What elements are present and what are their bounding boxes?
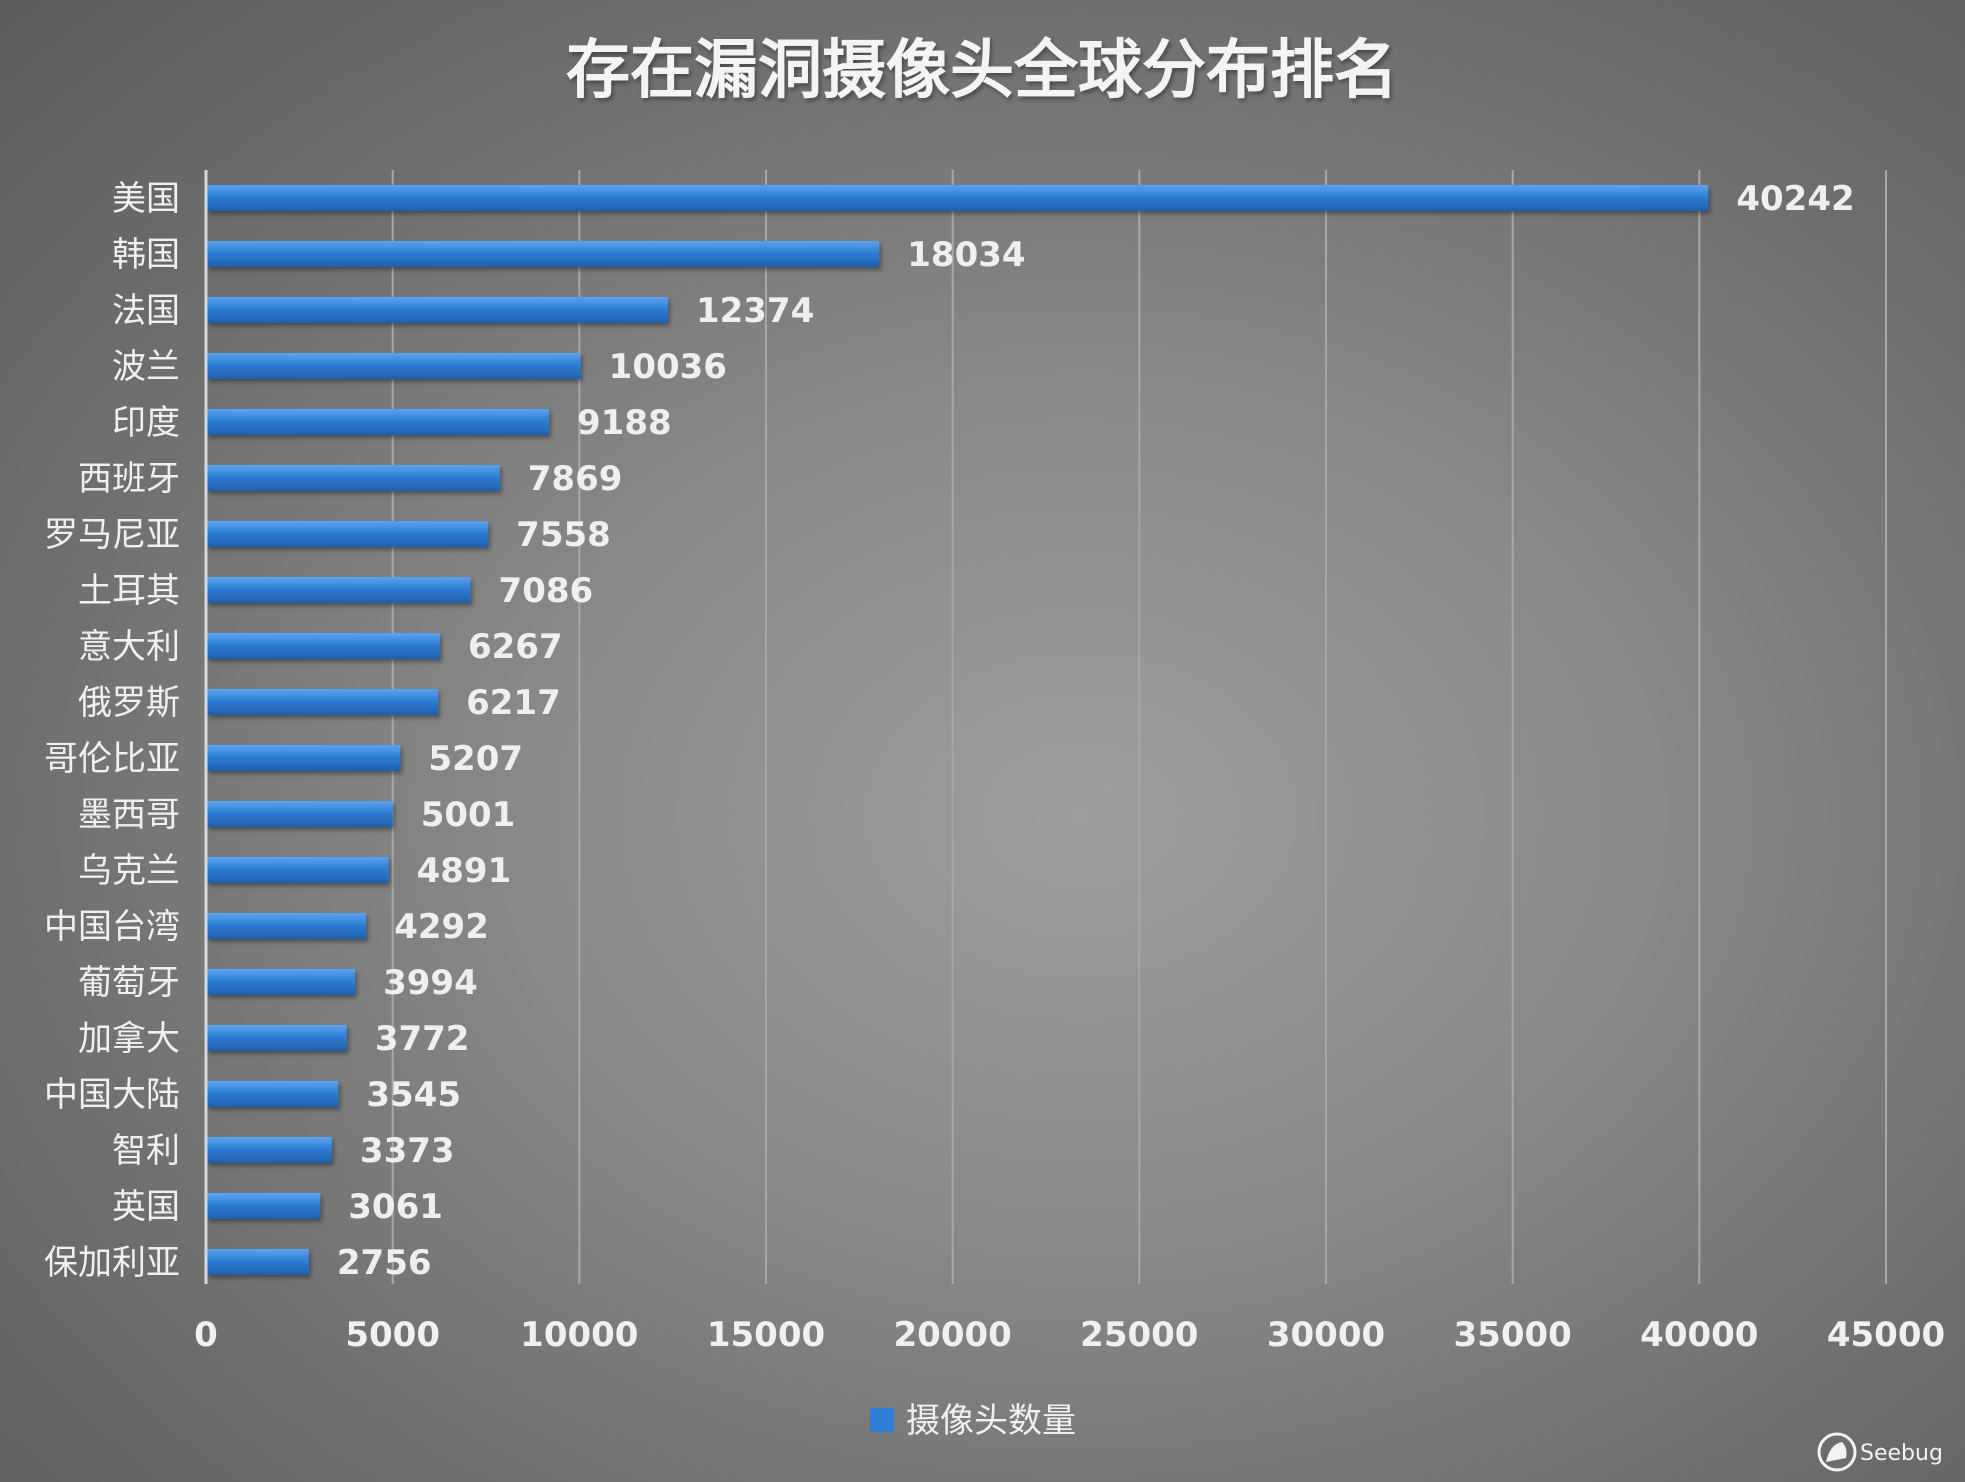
category-label: 加拿大: [78, 1019, 180, 1059]
value-label: 4891: [417, 851, 512, 891]
value-label: 5001: [421, 795, 516, 835]
bar: [207, 1193, 321, 1219]
category-label: 土耳其: [78, 571, 180, 611]
category-label: 波兰: [112, 347, 180, 387]
category-label: 罗马尼亚: [44, 515, 180, 555]
value-label: 3373: [360, 1131, 455, 1171]
category-labels: 美国韩国法国波兰印度西班牙罗马尼亚土耳其意大利俄罗斯哥伦比亚墨西哥乌克兰中国台湾…: [44, 179, 180, 1283]
bar: [207, 1025, 347, 1051]
category-label: 葡萄牙: [78, 963, 180, 1003]
category-label: 西班牙: [78, 459, 180, 499]
value-label: 9188: [577, 403, 672, 443]
category-label: 乌克兰: [78, 851, 180, 891]
bar: [207, 689, 439, 715]
category-label: 英国: [112, 1187, 180, 1227]
gridlines: [391, 170, 1887, 1284]
bars: [207, 185, 1709, 1275]
x-tick-label: 30000: [1267, 1315, 1385, 1355]
x-tick-label: 10000: [520, 1315, 638, 1355]
bar: [207, 801, 393, 827]
value-label: 12374: [696, 291, 814, 331]
watermark-text: Seebug: [1860, 1441, 1943, 1466]
category-label: 印度: [112, 403, 180, 443]
bar: [207, 857, 389, 883]
category-label: 保加利亚: [44, 1243, 180, 1283]
category-label: 哥伦比亚: [44, 739, 180, 779]
watermark: Seebug: [1817, 1432, 1943, 1472]
bar: [207, 1081, 339, 1107]
bar: [207, 185, 1709, 211]
x-tick-label: 20000: [894, 1315, 1012, 1355]
value-labels: 40242 18034 12374 10036 9188 7869 7558 7086 6267…: [337, 179, 1855, 1283]
bar: [207, 521, 489, 547]
chart-title: 存在漏洞摄像头全球分布排名: [566, 34, 1398, 108]
x-tick-label: 45000: [1827, 1315, 1945, 1355]
x-tick-label: 5000: [345, 1315, 440, 1355]
legend-label: 摄像头数量: [906, 1401, 1076, 1441]
bar: [207, 745, 401, 771]
value-label: 4292: [394, 907, 489, 947]
value-label: 10036: [609, 347, 727, 387]
bar: [207, 969, 356, 995]
category-label: 中国大陆: [44, 1075, 180, 1115]
bar: [207, 409, 550, 435]
category-label: 俄罗斯: [78, 683, 180, 723]
bar: [207, 297, 668, 323]
seebug-logo-icon: [1817, 1432, 1857, 1472]
value-label: 2756: [337, 1243, 432, 1283]
bar: [207, 1249, 309, 1275]
x-tick-label: 15000: [707, 1315, 825, 1355]
bar: [207, 1137, 332, 1163]
category-label: 法国: [112, 291, 180, 331]
value-label: 6217: [466, 683, 561, 723]
value-label: 5207: [428, 739, 523, 779]
value-label: 7869: [528, 459, 623, 499]
bar: [207, 353, 581, 379]
value-label: 6267: [468, 627, 563, 667]
x-tick-label: 25000: [1080, 1315, 1198, 1355]
bar: [207, 465, 500, 491]
category-label: 韩国: [112, 235, 180, 275]
category-label: 墨西哥: [78, 795, 180, 835]
value-label: 3994: [383, 963, 478, 1003]
value-label: 7558: [516, 515, 611, 555]
category-label: 中国台湾: [44, 907, 180, 947]
value-label: 18034: [907, 235, 1025, 275]
value-label: 3772: [375, 1019, 470, 1059]
category-label: 智利: [112, 1131, 180, 1171]
bar: [207, 577, 471, 603]
category-label: 美国: [112, 179, 180, 219]
x-tick-label: 40000: [1640, 1315, 1758, 1355]
bar: [207, 913, 367, 939]
bar: [207, 633, 440, 659]
category-label: 意大利: [78, 627, 180, 667]
legend-swatch: [870, 1408, 894, 1432]
legend: 摄像头数量: [870, 1401, 1076, 1441]
value-label: 3061: [348, 1187, 443, 1227]
x-tick-label: 35000: [1454, 1315, 1572, 1355]
value-label: 40242: [1736, 179, 1854, 219]
bar: [207, 241, 880, 267]
x-axis-tick-labels: 0 5000 10000 15000 20000 25000 30000 35000 40000…: [194, 1315, 1945, 1355]
value-label: 7086: [499, 571, 594, 611]
value-label: 3545: [366, 1075, 461, 1115]
x-tick-label: 0: [194, 1315, 218, 1355]
